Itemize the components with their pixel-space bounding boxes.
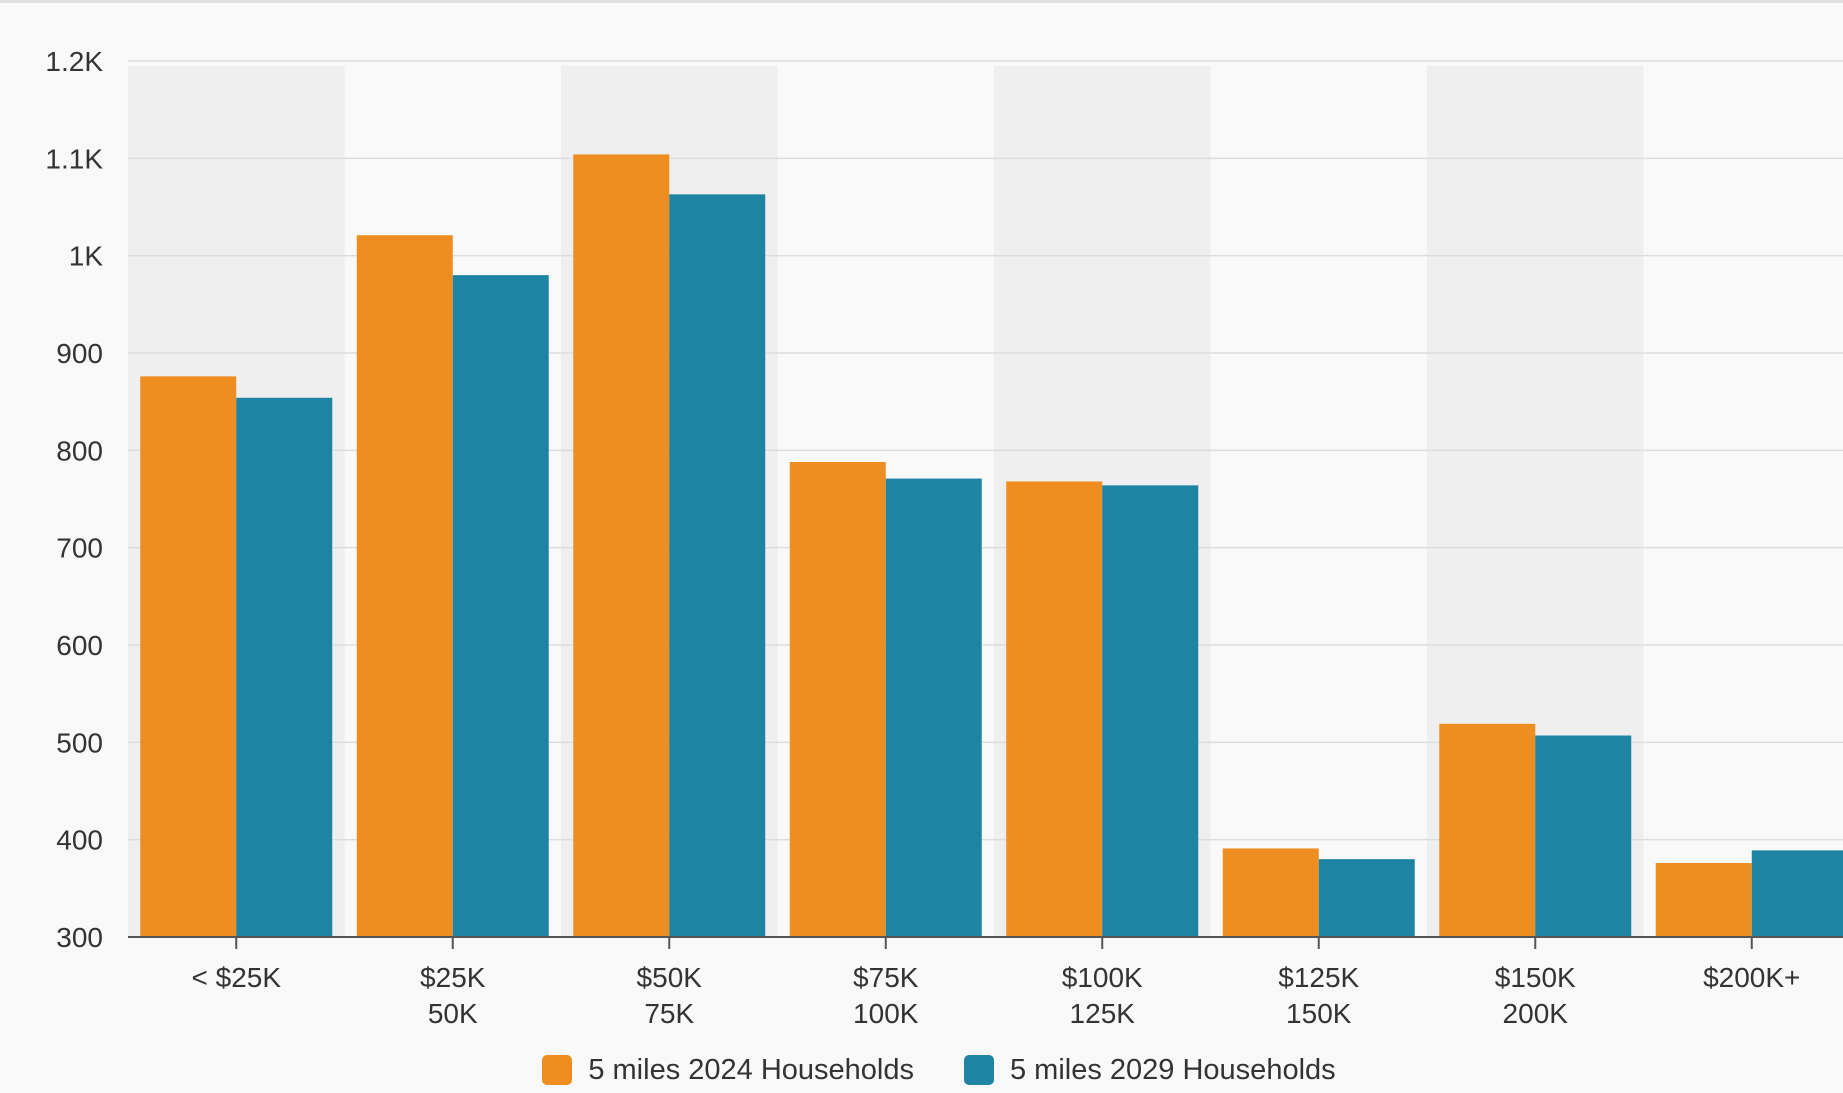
y-tick-label: 800	[56, 435, 103, 466]
x-tick-label: $150K	[1495, 962, 1576, 993]
bar-2024[interactable]	[1439, 723, 1536, 937]
bars	[140, 154, 1843, 938]
x-tick-label: $50K	[637, 962, 703, 993]
x-axis-ticks	[235, 937, 1753, 949]
bar-2029[interactable]	[1102, 485, 1199, 937]
y-tick-label: 300	[56, 922, 103, 953]
bar-2024[interactable]	[789, 462, 886, 937]
bar-2029[interactable]	[1751, 850, 1843, 937]
bar-2024[interactable]	[356, 235, 453, 937]
x-tick-label: < $25K	[191, 962, 281, 993]
x-tick-label: 125K	[1070, 998, 1136, 1029]
bar-2029[interactable]	[1535, 735, 1632, 937]
legend-item-2024[interactable]: 5 miles 2024 Households	[542, 1054, 914, 1087]
legend-label-2029: 5 miles 2029 Households	[1010, 1053, 1336, 1086]
y-tick-label: 1K	[69, 241, 104, 272]
bar-2024[interactable]	[1655, 863, 1752, 937]
x-tick-label: $25K	[420, 962, 486, 993]
y-tick-label: 600	[56, 630, 103, 661]
y-axis-labels: 300 400 500 600 700 800 900 1K 1.1K 1.2K	[45, 46, 103, 953]
top-divider	[0, 0, 1843, 3]
bar-2024[interactable]	[1006, 481, 1103, 937]
y-tick-label: 700	[56, 533, 103, 564]
bar-2024[interactable]	[140, 376, 237, 937]
legend-swatch-2024	[542, 1055, 573, 1085]
bar-2029[interactable]	[236, 397, 333, 938]
x-tick-label: 50K	[428, 998, 478, 1029]
bar-2029[interactable]	[669, 194, 766, 937]
legend-swatch-2029	[964, 1055, 994, 1085]
x-tick-label: 150K	[1286, 998, 1352, 1029]
x-tick-label: $125K	[1278, 962, 1359, 993]
y-tick-label: 1.2K	[45, 46, 103, 77]
bar-2024[interactable]	[573, 154, 670, 937]
y-tick-label: 1.1K	[45, 143, 103, 174]
bar-2024[interactable]	[1222, 848, 1319, 937]
y-tick-label: 500	[56, 727, 103, 758]
x-tick-label: $200K+	[1703, 962, 1800, 993]
bar-2029[interactable]	[885, 478, 982, 937]
x-tick-label: 200K	[1503, 998, 1569, 1029]
x-tick-label: 75K	[644, 998, 694, 1029]
x-tick-label: 100K	[853, 998, 919, 1029]
legend: 5 miles 2024 Households 5 miles 2029 Hou…	[0, 1052, 1843, 1088]
bar-2029[interactable]	[1318, 859, 1415, 937]
income-bar-chart: 300 400 500 600 700 800 900 1K 1.1K 1.2K < $25K $2…	[45, 46, 1843, 1029]
x-axis-labels: < $25K $25K 50K $50K 75K $75K 100K $100K 125K $12…	[191, 962, 1800, 1029]
x-tick-label: $75K	[853, 962, 919, 993]
x-tick-label: $100K	[1062, 962, 1143, 993]
legend-label-2024: 5 miles 2024 Households	[588, 1053, 914, 1086]
bar-2029[interactable]	[452, 275, 549, 938]
legend-item-2029[interactable]: 5 miles 2029 Households	[964, 1054, 1336, 1087]
y-tick-label: 400	[56, 825, 103, 856]
y-tick-label: 900	[56, 338, 103, 369]
